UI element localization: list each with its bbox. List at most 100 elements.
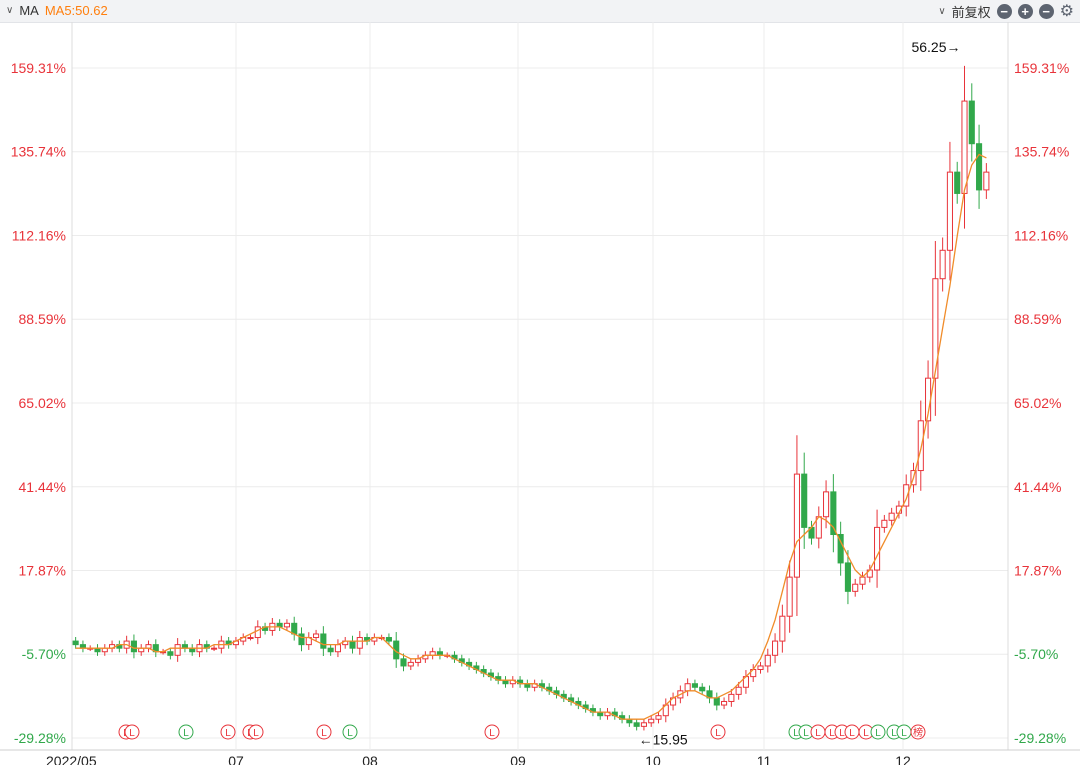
candle-body [976,143,983,191]
candle-body [728,693,735,702]
x-tick-label: 10 [645,753,661,765]
candle-body [247,637,254,640]
candle-body [844,562,851,592]
event-marker-label: L [815,728,821,739]
candle-body [917,420,924,472]
candle-body [640,722,647,727]
event-marker-icon [484,724,500,740]
candle-body [874,526,881,571]
candle-body [407,661,414,667]
chevron-down-icon[interactable]: ∨ [938,6,946,17]
event-marker-icon [342,724,358,740]
chevron-down-icon[interactable]: ∨ [6,5,14,16]
candle-body [837,534,844,564]
gear-icon[interactable]: ⚙ [1059,2,1074,20]
event-marker-label: L [321,728,327,739]
chart-toolbar: ∨ MA MA5:50.62 ∨ 前复权 − + − ⚙ [0,0,1080,23]
candle-body [298,633,305,646]
candle-body [881,519,888,528]
candle-body [313,633,320,639]
candle-body [764,654,771,667]
candle-body [954,171,961,194]
y-tick-label-left: 17.87% [19,562,66,578]
candle-body [349,640,356,649]
event-marker-label: L [715,728,721,739]
candle-body [793,473,800,578]
event-marker-label: L [793,728,799,739]
candle-body [334,644,341,653]
x-tick-label: 08 [362,753,378,765]
candle-body [385,637,392,642]
y-tick-label-right: 112.16% [1014,228,1068,244]
event-marker-label: L [129,728,135,739]
plus-circle-icon[interactable]: + [1017,4,1033,19]
candle-body [356,637,363,649]
candle-body [946,171,953,251]
event-marker-icon [710,724,726,740]
y-tick-label-right: -5.70% [1014,646,1058,662]
event-marker-icon [220,724,236,740]
y-tick-label-left: 65.02% [19,395,66,411]
event-marker-label: L [901,728,907,739]
x-tick-label: 07 [228,753,244,765]
candle-body [130,640,137,653]
candle-body [757,665,764,671]
event-marker-label: L [489,728,495,739]
y-tick-label-right: 65.02% [1014,395,1061,411]
candle-body [291,622,298,635]
candle-body [655,715,662,720]
candle-body [779,615,786,642]
candle-body [72,640,79,646]
y-tick-label-left: 135.74% [11,144,66,160]
candle-body [735,686,742,695]
event-marker-icon [870,724,886,740]
event-marker-label: L [829,728,835,739]
candle-body [968,100,975,145]
adjust-selector[interactable]: 前复权 [951,5,991,20]
event-marker-label: L [347,728,353,739]
candle-body [174,644,181,656]
candle-body [721,700,728,706]
candle-body [772,640,779,656]
ma-value-label: MA5:50.62 [44,3,108,18]
event-marker-label: L [225,728,231,739]
candle-body [830,491,837,536]
minus-circle-icon[interactable]: − [996,4,1012,19]
indicator-selector[interactable]: MA [19,3,39,18]
event-marker-label: L [253,728,259,739]
candle-body [684,683,691,692]
candle-body [961,100,968,194]
event-marker-label: L [183,728,189,739]
candle-body [283,622,290,628]
candle-body [211,647,218,650]
annotation-high: 56.25→ [911,39,960,55]
y-tick-label-right: -29.28% [1014,730,1066,746]
y-tick-label-left: -29.28% [14,730,66,746]
candle-body [648,718,655,724]
y-tick-label-right: 88.59% [1014,311,1061,327]
event-marker-label: L [849,728,855,739]
candle-body [691,683,698,688]
event-marker-label: L [891,728,897,739]
y-tick-label-left: -5.70% [22,646,66,662]
event-marker-icon [248,724,264,740]
candle-body [254,626,261,639]
candlestick-chart[interactable]: 159.31% 159.31% 135.74% 135.74% 112.16% 112.1… [0,22,1080,765]
candle-body [932,278,939,379]
ma5-line [75,153,987,720]
event-marker-label: L [863,728,869,739]
y-tick-label-left: 159.31% [11,60,66,76]
event-marker-label: L [875,728,881,739]
event-marker-icon [178,724,194,740]
candle-body [713,697,720,706]
candle-body [888,512,895,521]
minus-circle-icon[interactable]: − [1038,4,1054,19]
candle-body [983,171,990,191]
candle-body [859,576,866,585]
event-marker-label: L [803,728,809,739]
annotation-low: ←15.95 [639,731,688,747]
event-marker-label: 榜 [913,726,923,739]
candle-body [699,686,706,692]
candle-body [400,658,407,667]
x-tick-label: 2022/05 [46,753,97,765]
